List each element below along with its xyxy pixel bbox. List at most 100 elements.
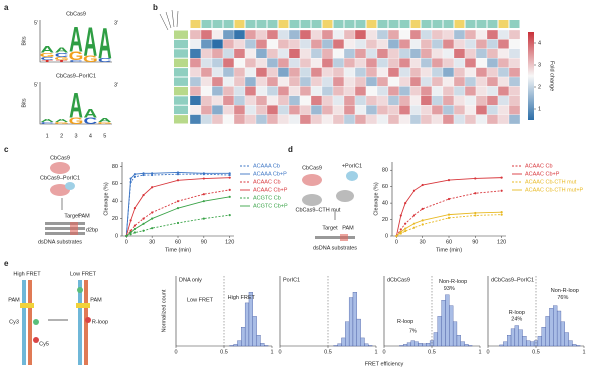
heat-cell: [453, 67, 466, 78]
heat-cell: [409, 114, 422, 125]
heat-cell: [200, 76, 213, 87]
data-point: [133, 207, 137, 210]
column-label-box: [201, 20, 212, 28]
x-tick-label: 120: [497, 239, 506, 245]
heat-cell: [387, 39, 400, 49]
heat-cell: [409, 48, 422, 59]
legend-label: ACAAC Cb: [253, 179, 281, 185]
legend-label: ACAAC Cb+P: [525, 171, 560, 177]
data-point: [421, 183, 424, 187]
histogram-bar: [568, 340, 573, 347]
heat-cell: [332, 76, 345, 87]
heat-cell: [332, 48, 345, 59]
panel-title: DNA only: [179, 277, 202, 283]
heat-cell: [475, 76, 488, 87]
heat-cell: [310, 39, 323, 49]
heat-cell: [420, 67, 433, 78]
heat-cell: [420, 76, 433, 87]
heat-cell: [497, 58, 510, 68]
panel-label: c: [4, 145, 9, 154]
logo-letter: G: [83, 55, 98, 64]
x-tick-label: 90: [472, 239, 478, 245]
heat-cell: [376, 29, 389, 40]
heat-cell: [200, 114, 213, 125]
histogram-bar: [503, 341, 508, 347]
heat-cell: [200, 48, 213, 59]
data-point: [176, 200, 180, 203]
logo-letter: C: [40, 56, 54, 61]
logo-letter: C: [84, 117, 98, 126]
histogram-bar: [426, 343, 431, 347]
logo-end: 5′: [34, 82, 38, 88]
row-label-box: [174, 58, 188, 68]
heat-cell: [189, 67, 202, 78]
heat-cell: [464, 105, 477, 115]
series-line: [126, 214, 230, 237]
panel-title: dCbCas9: [387, 277, 410, 283]
heat-cell: [299, 48, 312, 59]
heat-cell: [244, 95, 257, 106]
histogram-bar: [229, 345, 234, 347]
colorbar-tick-label: 4: [538, 40, 541, 46]
histogram-bar: [445, 294, 450, 347]
data-point: [399, 214, 402, 217]
legend-label: ACAAA Cb: [253, 163, 280, 169]
colorbar-tick-label: 2: [538, 84, 541, 90]
logo-title: CbCas9: [66, 11, 86, 17]
column-label-box: [212, 20, 223, 28]
heat-cell: [200, 58, 213, 68]
series-line: [125, 189, 230, 237]
data-point: [228, 176, 231, 179]
x-tick-label: 0: [395, 239, 398, 245]
schematic-label: PAM: [8, 297, 20, 303]
data-point: [202, 217, 205, 220]
series-line: [125, 173, 230, 237]
heat-cell: [255, 39, 268, 49]
heat-cell: [497, 95, 510, 106]
x-tick-label: 30: [420, 239, 426, 245]
heat-cell: [354, 39, 367, 49]
heat-cell: [288, 48, 301, 59]
data-point: [447, 216, 451, 220]
data-point: [500, 213, 503, 216]
heat-cell: [321, 105, 334, 115]
data-point: [228, 188, 231, 191]
logo-letter: A: [98, 117, 112, 124]
data-point: [176, 221, 180, 225]
annotation: 7%: [409, 328, 417, 334]
row-label-box: [174, 30, 188, 39]
heat-cell: [343, 48, 356, 59]
series-line: [125, 177, 230, 237]
heat-cell: [409, 58, 422, 68]
heat-cell: [376, 95, 389, 106]
data-point: [500, 176, 503, 179]
y-tick-label: 0: [385, 233, 388, 239]
histogram-bar: [333, 345, 338, 347]
data-point: [404, 227, 407, 230]
x-tick-label: 1: [582, 349, 585, 355]
heat-cell: [211, 95, 224, 106]
histogram-bar: [345, 321, 350, 347]
series-line: [126, 196, 230, 237]
data-point: [133, 173, 137, 176]
x-tick-label: 0.5: [428, 349, 436, 355]
heat-cell: [475, 86, 488, 96]
data-point: [129, 229, 132, 232]
heat-cell: [222, 105, 235, 115]
heat-cell: [343, 58, 356, 68]
schematic-label: Target: [322, 225, 338, 231]
panel-label: a: [4, 3, 9, 12]
heat-cell: [508, 114, 521, 125]
row-label-box: [174, 96, 188, 105]
data-point: [228, 172, 231, 175]
heat-cell: [442, 39, 455, 49]
heat-cell: [497, 67, 510, 78]
heat-cell: [222, 29, 235, 40]
data-point: [133, 175, 137, 178]
heat-cell: [409, 105, 422, 115]
heat-cell: [486, 114, 499, 125]
heat-cell: [211, 58, 224, 68]
data-point: [142, 193, 145, 197]
heat-cell: [398, 114, 411, 125]
column-label-box: [289, 20, 300, 28]
